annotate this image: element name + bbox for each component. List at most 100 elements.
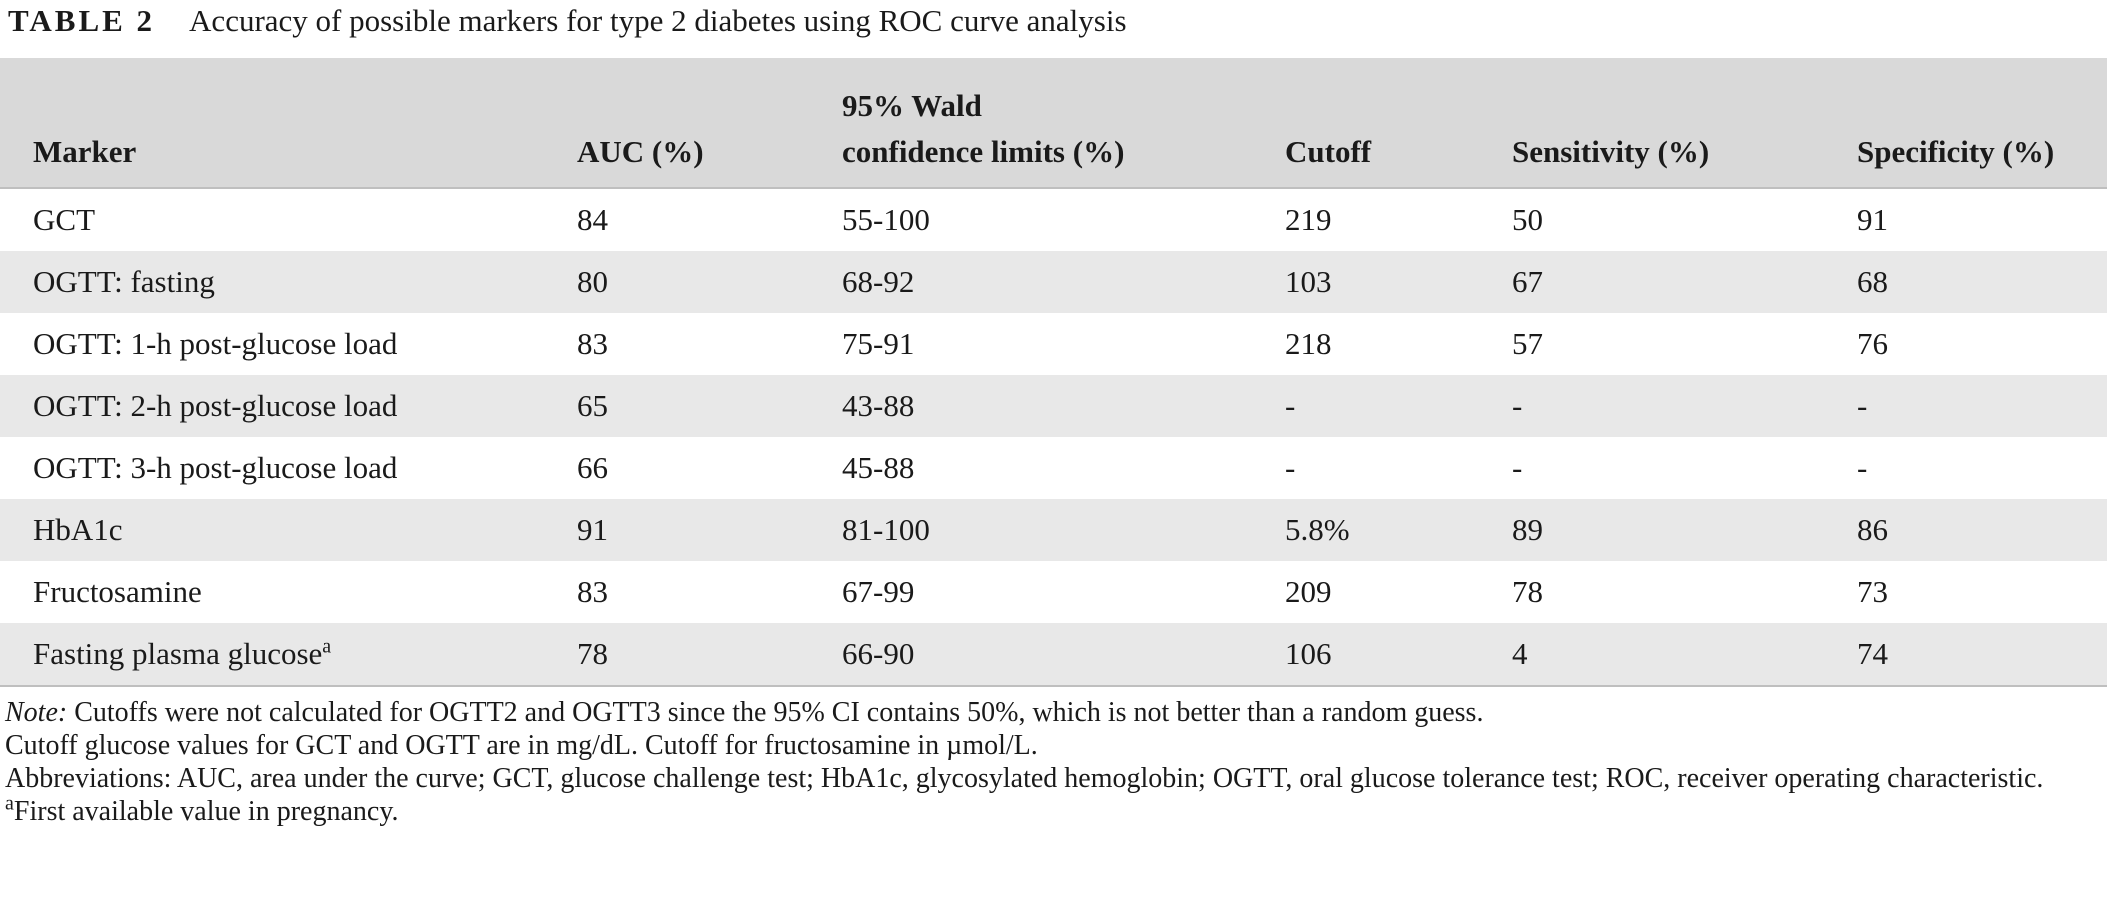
footnote: aFirst available value in pregnancy. bbox=[5, 792, 2100, 828]
cell-auc-text: 91 bbox=[577, 512, 608, 547]
header-wald-line2: confidence limits (%) bbox=[842, 134, 1125, 169]
header-specificity: Specificity (%) bbox=[1857, 58, 2107, 189]
cell-cutoff-text: - bbox=[1285, 450, 1296, 485]
cell-cutoff: 209 bbox=[1285, 561, 1512, 623]
header-sensitivity: Sensitivity (%) bbox=[1512, 58, 1857, 189]
table-label: TABLE 2 bbox=[8, 3, 156, 38]
cell-specificity: - bbox=[1857, 375, 2107, 437]
table-row: GCT 84 55-100 219 50 91 bbox=[0, 188, 2107, 251]
cell-cutoff: 219 bbox=[1285, 188, 1512, 251]
note-text: Cutoffs were not calculated for OGTT2 an… bbox=[67, 697, 1484, 728]
cell-auc: 65 bbox=[577, 375, 842, 437]
header-marker: Marker bbox=[0, 58, 577, 189]
cell-auc-text: 84 bbox=[577, 202, 608, 237]
cell-sensitivity: 89 bbox=[1512, 499, 1857, 561]
abbreviations-note: Abbreviations: AUC, area under the curve… bbox=[5, 763, 2044, 794]
cell-cutoff: 103 bbox=[1285, 251, 1512, 313]
cell-ci: 66-90 bbox=[842, 623, 1285, 687]
cell-auc: 83 bbox=[577, 561, 842, 623]
cell-sensitivity-text: 57 bbox=[1512, 326, 1543, 361]
cell-auc-text: 78 bbox=[577, 636, 608, 671]
cell-ci-text: 55-100 bbox=[842, 202, 930, 237]
cell-cutoff-text: - bbox=[1285, 388, 1296, 423]
cell-auc: 66 bbox=[577, 437, 842, 499]
cell-cutoff: 218 bbox=[1285, 313, 1512, 375]
cell-specificity: 76 bbox=[1857, 313, 2107, 375]
cell-cutoff: - bbox=[1285, 437, 1512, 499]
cell-sensitivity: 78 bbox=[1512, 561, 1857, 623]
cell-sensitivity-text: - bbox=[1512, 450, 1523, 485]
cell-ci: 68-92 bbox=[842, 251, 1285, 313]
cell-sensitivity-text: 4 bbox=[1512, 636, 1528, 671]
cell-marker: Fasting plasma glucosea bbox=[0, 623, 577, 687]
cell-specificity-text: 68 bbox=[1857, 264, 1888, 299]
cell-ci-text: 66-90 bbox=[842, 636, 915, 671]
cell-auc: 84 bbox=[577, 188, 842, 251]
cell-sensitivity-text: 78 bbox=[1512, 574, 1543, 609]
cell-auc-text: 66 bbox=[577, 450, 608, 485]
cell-specificity-text: 86 bbox=[1857, 512, 1888, 547]
cell-ci: 75-91 bbox=[842, 313, 1285, 375]
table-body: GCT 84 55-100 219 50 91 OGTT: fasting 80 68-92 10… bbox=[0, 188, 2107, 687]
cell-cutoff: 5.8% bbox=[1285, 499, 1512, 561]
cell-marker: OGTT: 2-h post-glucose load bbox=[0, 375, 577, 437]
table-row: Fructosamine 83 67-99 209 78 73 bbox=[0, 561, 2107, 623]
cell-sensitivity-text: 50 bbox=[1512, 202, 1543, 237]
cell-marker: OGTT: 1-h post-glucose load bbox=[0, 313, 577, 375]
header-wald-line1: 95% Wald bbox=[842, 88, 982, 123]
table-row: OGTT: 3-h post-glucose load 66 45-88 - - - bbox=[0, 437, 2107, 499]
header-wald-ci: 95% Wald confidence limits (%) bbox=[842, 58, 1285, 189]
note-paragraph: Note: Cutoffs were not calculated for OG… bbox=[5, 696, 2100, 729]
cell-auc-text: 83 bbox=[577, 574, 608, 609]
cell-cutoff-text: 209 bbox=[1285, 574, 1332, 609]
header-auc: AUC (%) bbox=[577, 58, 842, 189]
cell-marker: HbA1c bbox=[0, 499, 577, 561]
cell-sensitivity-text: 67 bbox=[1512, 264, 1543, 299]
cell-ci: 81-100 bbox=[842, 499, 1285, 561]
footnote-mark: a bbox=[5, 792, 14, 815]
cell-marker-text: Fructosamine bbox=[33, 574, 202, 609]
cell-marker-text: OGTT: 3-h post-glucose load bbox=[33, 450, 398, 485]
footnote-marker: a bbox=[322, 635, 332, 658]
cell-specificity-text: 74 bbox=[1857, 636, 1888, 671]
cell-marker-text: OGTT: 2-h post-glucose load bbox=[33, 388, 398, 423]
cell-sensitivity-text: - bbox=[1512, 388, 1523, 423]
table-row: Fasting plasma glucosea 78 66-90 106 4 74 bbox=[0, 623, 2107, 687]
cell-ci: 43-88 bbox=[842, 375, 1285, 437]
cell-ci-text: 68-92 bbox=[842, 264, 915, 299]
cell-auc: 80 bbox=[577, 251, 842, 313]
cell-auc: 91 bbox=[577, 499, 842, 561]
cell-cutoff-text: 106 bbox=[1285, 636, 1332, 671]
cell-specificity: - bbox=[1857, 437, 2107, 499]
cell-marker: Fructosamine bbox=[0, 561, 577, 623]
cell-ci-text: 75-91 bbox=[842, 326, 915, 361]
cell-marker-text: HbA1c bbox=[33, 512, 123, 547]
note-label: Note: bbox=[5, 697, 68, 728]
cell-marker: OGTT: fasting bbox=[0, 251, 577, 313]
cell-marker-text: OGTT: fasting bbox=[33, 264, 215, 299]
cell-ci: 55-100 bbox=[842, 188, 1285, 251]
cell-auc-text: 80 bbox=[577, 264, 608, 299]
table-title: Accuracy of possible markers for type 2 … bbox=[189, 3, 1127, 38]
cell-marker: GCT bbox=[0, 188, 577, 251]
table-row: OGTT: 1-h post-glucose load 83 75-91 218 57 7… bbox=[0, 313, 2107, 375]
cell-cutoff: 106 bbox=[1285, 623, 1512, 687]
cell-sensitivity: 67 bbox=[1512, 251, 1857, 313]
cell-auc-text: 83 bbox=[577, 326, 608, 361]
cell-specificity-text: 91 bbox=[1857, 202, 1888, 237]
table-header: Marker AUC (%) 95% Wald confidence limit… bbox=[0, 58, 2107, 189]
cell-sensitivity: - bbox=[1512, 375, 1857, 437]
cell-cutoff-text: 5.8% bbox=[1285, 512, 1350, 547]
cell-cutoff-text: 219 bbox=[1285, 202, 1332, 237]
cell-specificity: 91 bbox=[1857, 188, 2107, 251]
table-row: HbA1c 91 81-100 5.8% 89 86 bbox=[0, 499, 2107, 561]
cell-ci: 67-99 bbox=[842, 561, 1285, 623]
cell-sensitivity: 50 bbox=[1512, 188, 1857, 251]
markers-table: Marker AUC (%) 95% Wald confidence limit… bbox=[0, 58, 2107, 687]
units-note: Cutoff glucose values for GCT and OGTT a… bbox=[5, 730, 1038, 761]
cell-specificity: 73 bbox=[1857, 561, 2107, 623]
table-caption: TABLE 2 Accuracy of possible markers for … bbox=[8, 0, 1127, 42]
cell-cutoff: - bbox=[1285, 375, 1512, 437]
cell-marker: OGTT: 3-h post-glucose load bbox=[0, 437, 577, 499]
